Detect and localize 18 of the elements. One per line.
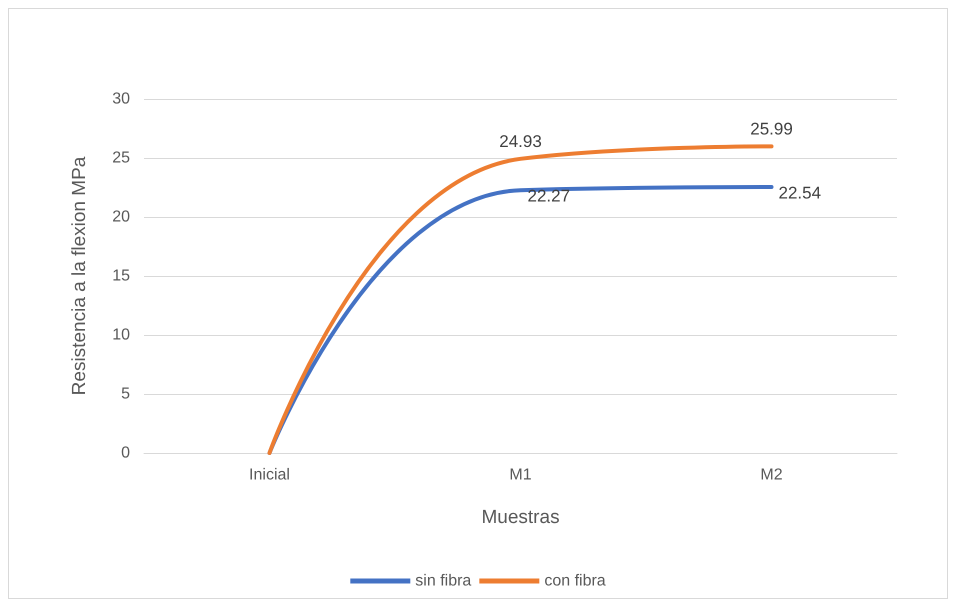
x-tick-label: Inicial: [249, 466, 290, 484]
y-tick-label: 20: [112, 208, 130, 226]
y-tick-label: 30: [112, 90, 130, 108]
x-axis-title: Muestras: [481, 507, 560, 528]
legend-label: con fibra: [544, 572, 606, 590]
y-axis-title: Resistencia a la flexion MPa: [69, 156, 90, 396]
y-tick-label: 25: [112, 150, 130, 166]
y-tick-label: 15: [112, 268, 130, 284]
data-label: 22.54: [778, 184, 822, 203]
x-tick-label: M1: [509, 466, 532, 484]
y-tick-label: 5: [121, 386, 130, 402]
data-label: 25.99: [750, 119, 793, 138]
y-tick-label: 10: [112, 326, 130, 344]
data-label: 22.27: [528, 186, 570, 206]
y-tick-label: 0: [121, 444, 130, 462]
x-tick-label: M2: [760, 466, 783, 484]
data-label: 24.93: [499, 132, 542, 151]
legend-label: sin fibra: [415, 572, 472, 590]
